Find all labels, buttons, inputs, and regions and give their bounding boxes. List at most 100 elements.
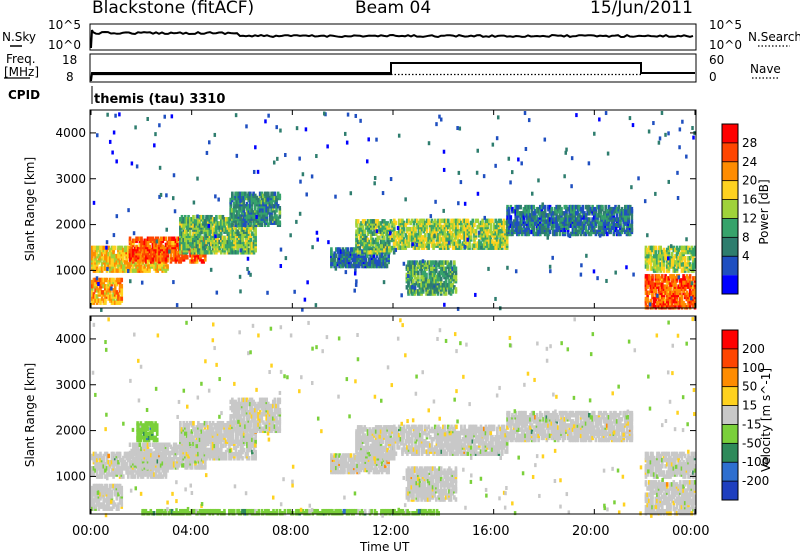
data-cell <box>273 191 277 197</box>
data-cell <box>128 236 132 241</box>
data-cell <box>218 214 221 220</box>
data-cell <box>510 170 514 175</box>
data-cell <box>219 225 223 230</box>
data-cell <box>457 201 460 206</box>
data-cell <box>430 243 434 248</box>
data-cell <box>247 235 251 241</box>
data-cell <box>433 278 436 284</box>
data-cell <box>176 250 179 256</box>
data-cell <box>385 257 389 263</box>
data-cell <box>669 262 672 267</box>
data-cell <box>365 159 369 164</box>
data-cell <box>688 247 692 253</box>
data-cell <box>122 247 125 253</box>
data-cell <box>433 289 436 294</box>
data-cell <box>659 262 662 267</box>
data-cell <box>556 223 560 228</box>
data-cell <box>275 195 278 201</box>
data-cell <box>417 289 420 294</box>
data-cell <box>407 233 411 238</box>
data-cell <box>489 237 493 242</box>
data-cell <box>693 292 697 298</box>
data-cell <box>146 246 150 252</box>
data-cell <box>104 487 107 493</box>
data-cell <box>450 235 453 240</box>
data-cell <box>658 136 662 141</box>
data-cell <box>253 199 257 205</box>
data-cell <box>479 241 483 246</box>
data-cell <box>414 233 417 238</box>
data-cell <box>132 231 136 236</box>
data-cell <box>232 195 236 201</box>
data-cell <box>145 257 148 262</box>
data-cell <box>597 213 601 218</box>
data-cell <box>432 245 435 250</box>
data-cell <box>691 125 694 130</box>
data-cell <box>437 237 440 242</box>
data-cell <box>110 251 114 257</box>
data-cell <box>245 201 249 207</box>
data-cell <box>646 284 649 289</box>
data-cell <box>105 283 109 289</box>
data-cell <box>630 219 634 224</box>
data-cell <box>251 231 254 236</box>
data-cell <box>500 228 504 234</box>
data-cell <box>622 223 625 228</box>
data-cell <box>92 258 96 263</box>
data-cell <box>378 235 381 241</box>
data-cell <box>463 244 467 249</box>
data-cell <box>456 218 460 224</box>
data-cell <box>423 272 427 278</box>
data-cell <box>520 211 524 216</box>
data-cell <box>393 241 396 246</box>
data-cell <box>95 294 99 299</box>
data-cell <box>299 179 302 184</box>
data-cell <box>551 255 554 260</box>
data-cell <box>412 231 416 236</box>
data-cell <box>108 139 112 144</box>
data-cell <box>451 226 455 232</box>
data-cell <box>649 260 653 265</box>
data-cell <box>680 253 684 259</box>
data-cell <box>646 233 649 238</box>
data-cell <box>459 180 463 185</box>
data-cell <box>654 249 658 255</box>
data-cell <box>228 247 231 253</box>
data-cell <box>104 474 107 479</box>
data-cell <box>145 248 148 254</box>
data-cell <box>196 176 199 181</box>
data-cell <box>104 498 107 503</box>
nave-label: Nave <box>750 62 781 76</box>
data-cell <box>427 237 430 242</box>
data-cell <box>497 218 501 224</box>
data-cell <box>499 218 502 224</box>
data-cell <box>524 221 527 226</box>
data-cell <box>99 266 102 271</box>
data-cell <box>415 266 418 272</box>
data-cell <box>586 221 590 226</box>
data-cell <box>424 220 427 226</box>
data-cell <box>654 253 658 259</box>
data-cell <box>643 199 647 204</box>
data-cell <box>265 212 269 217</box>
data-cell <box>464 218 468 224</box>
data-cell <box>242 229 246 234</box>
data-cell <box>195 257 199 262</box>
data-cell <box>249 199 252 205</box>
data-cell <box>578 213 581 218</box>
data-cell <box>367 137 370 142</box>
data-cell <box>183 229 187 234</box>
data-cell <box>205 150 209 155</box>
data-cell <box>115 281 119 287</box>
data-cell <box>560 223 563 228</box>
data-cell <box>368 239 371 245</box>
data-cell <box>186 255 189 260</box>
data-cell <box>223 221 226 226</box>
data-cell <box>128 257 132 262</box>
data-cell <box>519 221 522 226</box>
data-cell <box>371 250 375 255</box>
data-cell <box>254 229 257 234</box>
data-cell <box>422 235 426 240</box>
data-cell <box>379 239 383 245</box>
data-cell <box>651 280 654 285</box>
